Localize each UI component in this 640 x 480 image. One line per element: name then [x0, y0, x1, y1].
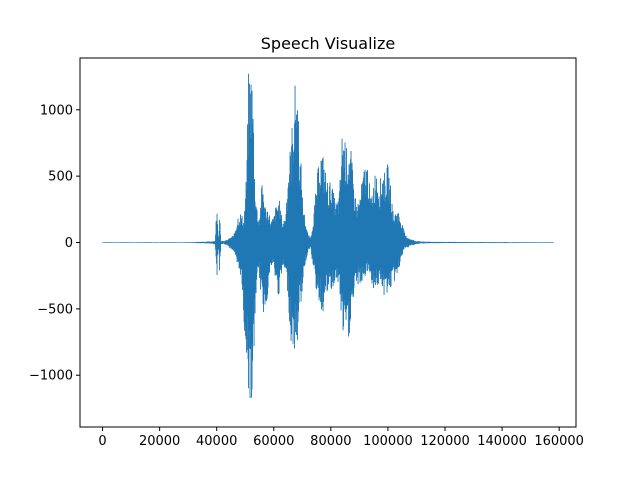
y-tick-label: 500	[48, 170, 73, 185]
waveform-series	[102, 73, 554, 399]
chart-title: Speech Visualize	[261, 34, 395, 53]
y-axis: −1000 −500 0 500 1000	[29, 103, 80, 384]
y-tick-label: 0	[65, 236, 73, 251]
x-tick-label: 100000	[363, 434, 413, 449]
x-tick-label: 40000	[196, 434, 237, 449]
x-tick-label: 20000	[139, 434, 180, 449]
x-tick-label: 80000	[310, 434, 351, 449]
x-tick-label: 160000	[534, 434, 584, 449]
x-tick-label: 120000	[420, 434, 470, 449]
y-tick-label: −1000	[29, 369, 73, 384]
x-tick-label: 60000	[253, 434, 294, 449]
x-tick-label: 140000	[477, 434, 527, 449]
x-axis: 0 20000 40000 60000 80000 100000 120000 140000 1…	[98, 427, 584, 449]
plot-area	[102, 73, 554, 399]
x-tick-label: 0	[98, 434, 106, 449]
y-tick-label: 1000	[40, 103, 73, 118]
axes-frame	[79, 57, 577, 428]
y-tick-label: −500	[37, 302, 73, 317]
